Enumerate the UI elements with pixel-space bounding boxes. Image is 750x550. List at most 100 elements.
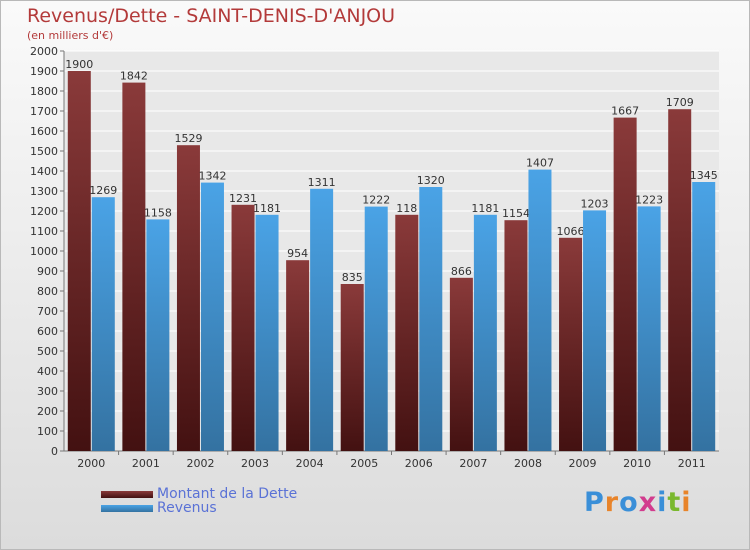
bar-revenus [419,187,443,451]
y-tick-label: 1500 [30,145,58,158]
bar-revenus [364,206,388,451]
legend-item-dette: Montant de la Dette [101,486,298,502]
data-label: 1154 [502,207,530,220]
x-tick-label: 2000 [77,457,105,470]
bar-dette [668,109,692,451]
y-tick-label: 200 [37,405,58,418]
bar-revenus [583,210,607,451]
bar-revenus [310,188,334,452]
data-label: 1181 [471,202,499,215]
bar-revenus [637,206,661,451]
bar-dette [122,82,146,451]
data-label: 866 [451,265,472,278]
x-tick-label: 2004 [296,457,324,470]
data-label: 1900 [65,58,93,71]
data-label: 1667 [611,105,639,118]
y-tick-label: 1400 [30,165,58,178]
y-tick-label: 1300 [30,185,58,198]
bar-dette [340,284,364,451]
data-label: 954 [287,247,308,260]
x-tick-label: 2005 [350,457,378,470]
logo-letter: o [619,487,639,518]
bar-revenus [528,169,552,451]
bar-revenus [255,214,279,451]
data-label: 1345 [690,169,718,182]
y-tick-label: 1000 [30,245,58,258]
data-label: 1158 [144,206,172,219]
logo-letter: i [657,487,668,518]
legend: Montant de la Dette Revenus [101,486,298,516]
data-label: 1066 [557,225,585,238]
y-tick-label: 1200 [30,205,58,218]
data-label: 1320 [417,174,445,187]
logo-letter: r [604,487,620,518]
data-label: 1709 [666,96,694,109]
data-label: 118 [396,202,417,215]
x-tick-label: 2002 [186,457,214,470]
y-tick-label: 2000 [30,45,58,58]
legend-swatch-dette [101,490,153,498]
data-label: 1181 [253,202,281,215]
bar-dette [231,204,255,451]
x-tick-label: 2007 [459,457,487,470]
data-label: 1342 [198,170,226,183]
legend-label-revenus: Revenus [157,500,217,516]
y-tick-label: 1700 [30,105,58,118]
bar-dette [176,145,200,451]
bar-dette [559,237,583,451]
x-tick-label: 2011 [678,457,706,470]
data-label: 1222 [362,194,390,207]
logo-letter: t [667,487,682,518]
proxiti-logo: Proxiti [584,487,692,518]
data-label: 1529 [174,132,202,145]
data-label: 1269 [89,184,117,197]
bar-dette [613,117,637,451]
y-tick-label: 700 [37,305,58,318]
bar-dette [67,71,91,451]
x-tick-label: 2006 [405,457,433,470]
y-tick-label: 800 [37,285,58,298]
logo-letter: x [638,487,658,518]
data-label: 1223 [635,193,663,206]
legend-swatch-revenus [101,504,153,512]
y-tick-label: 500 [37,345,58,358]
bar-revenus [200,182,224,451]
logo-letter: P [584,487,605,518]
bar-dette [504,220,528,451]
bar-dette [449,277,473,451]
bar-dette [395,214,419,451]
legend-label-dette: Montant de la Dette [157,486,298,502]
y-tick-label: 300 [37,385,58,398]
x-tick-label: 2010 [623,457,651,470]
data-label: 835 [342,271,363,284]
data-label: 1842 [120,70,148,83]
data-label: 1231 [229,192,257,205]
y-tick-label: 900 [37,265,58,278]
y-tick-label: 0 [51,445,58,458]
data-label: 1203 [581,197,609,210]
legend-item-revenus: Revenus [101,500,297,516]
chart-subtitle: (en milliers d'€) [27,29,114,42]
x-tick-label: 2008 [514,457,542,470]
bar-revenus [473,214,497,451]
y-tick-label: 1600 [30,125,58,138]
chart-title: Revenus/Dette - SAINT-DENIS-D'ANJOU [27,5,396,27]
y-tick-label: 400 [37,365,58,378]
bar-revenus [91,197,115,451]
y-tick-label: 1800 [30,85,58,98]
bar-revenus [146,219,170,451]
x-tick-label: 2001 [132,457,160,470]
data-label: 1407 [526,157,554,170]
data-label: 1311 [308,176,336,189]
bar-dette [286,260,310,451]
x-tick-label: 2009 [569,457,597,470]
y-tick-label: 100 [37,425,58,438]
y-tick-label: 600 [37,325,58,338]
bar-revenus [692,182,716,451]
x-tick-label: 2003 [241,457,269,470]
y-tick-label: 1900 [30,65,58,78]
y-tick-label: 1100 [30,225,58,238]
logo-letter: i [681,487,692,518]
